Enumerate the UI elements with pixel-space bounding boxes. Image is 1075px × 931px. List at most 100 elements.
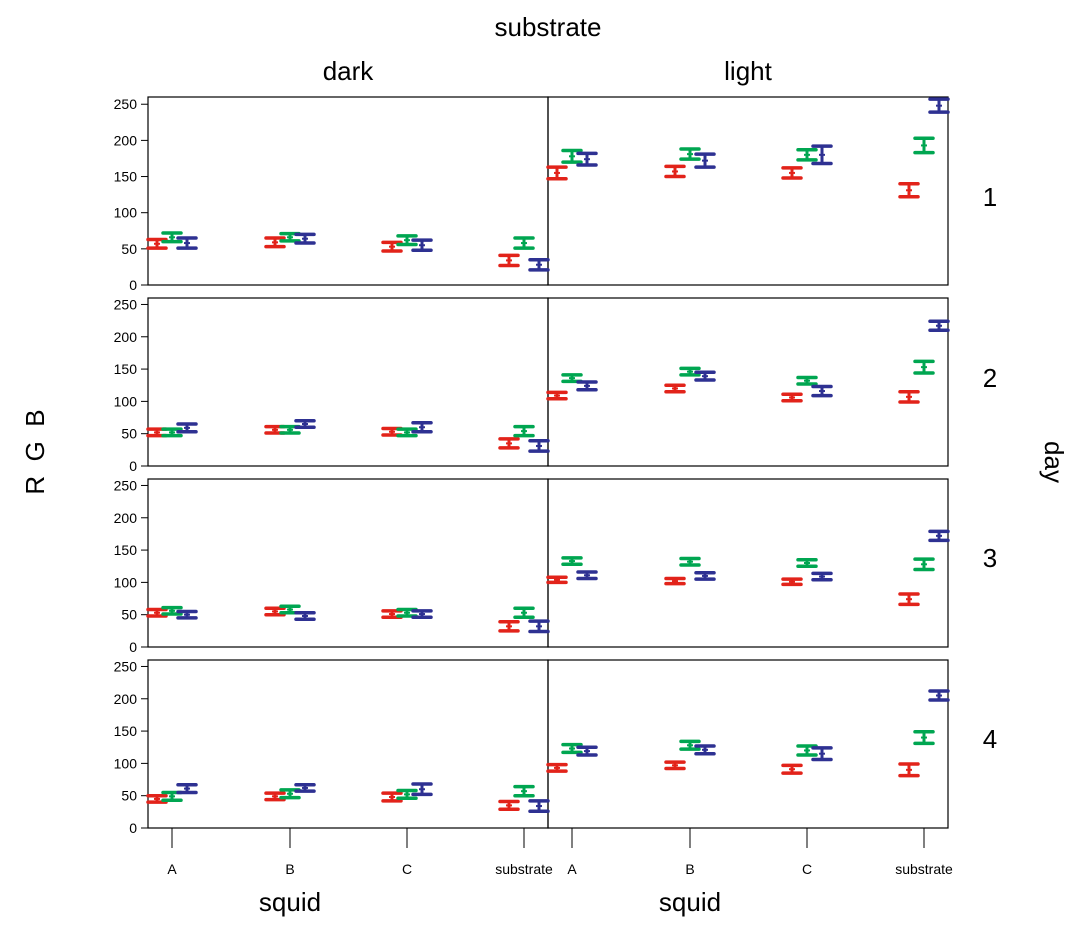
error-bar-B-C-day2-dark <box>411 420 433 434</box>
error-bar-R-substrate-day4-light <box>898 762 920 778</box>
error-bar-G-A-day4-light <box>561 742 583 755</box>
row-label-day-4: 4 <box>983 724 997 754</box>
x-tick-label: substrate <box>895 861 953 877</box>
error-bar-B-A-day2-dark <box>176 422 198 434</box>
y-tick-label: 50 <box>121 788 137 804</box>
error-bar-G-B-day4-light <box>679 739 701 751</box>
error-bar-B-C-day1-dark <box>411 238 433 253</box>
y-tick-label: 250 <box>114 477 138 493</box>
error-bar-R-C-day4-light <box>781 763 803 775</box>
error-bar-R-substrate-day3-dark <box>498 620 520 633</box>
error-bar-G-C-day2-dark <box>396 427 418 438</box>
error-bar-B-B-day3-dark <box>294 611 316 621</box>
error-bar-R-B-day1-light <box>664 164 686 179</box>
y-tick-label: 150 <box>114 723 138 739</box>
error-bar-G-substrate-day3-light <box>913 557 935 572</box>
row-label-day-3: 3 <box>983 543 997 573</box>
panel-frame-day3-light <box>547 478 949 648</box>
error-bar-B-C-day4-light <box>811 746 833 762</box>
error-bar-G-C-day4-light <box>796 744 818 757</box>
y-tick-label: 0 <box>129 458 137 474</box>
error-bar-B-C-day3-light <box>811 571 833 582</box>
row-strip-title: day <box>1039 441 1069 483</box>
plot-area: 0 50 100 150 200 250 0 50 100 150 200 250 0 50 100 150 2… <box>114 96 953 877</box>
error-bar-R-substrate-day1-light <box>898 182 920 199</box>
error-bar-R-A-day2-light <box>546 390 568 401</box>
error-bar-B-substrate-day3-light <box>928 529 950 543</box>
panel-frame-day4-light <box>547 659 949 829</box>
error-bar-G-C-day1-dark <box>396 234 418 247</box>
error-bar-B-C-day1-light <box>811 144 833 166</box>
x-tick-label: substrate <box>495 861 553 877</box>
error-bar-G-substrate-day3-dark <box>513 606 535 620</box>
x-axis-title-light: squid <box>659 887 721 917</box>
x-tick-label: B <box>285 861 294 877</box>
error-bar-B-A-day2-light <box>576 380 598 392</box>
y-tick-label: 250 <box>114 296 138 312</box>
y-tick-label: 200 <box>114 691 138 707</box>
error-bar-R-A-day4-dark <box>146 793 168 804</box>
error-bar-B-substrate-day2-dark <box>528 439 550 453</box>
panel-frame-day2-dark <box>147 297 549 467</box>
error-bar-G-C-day3-light <box>796 558 818 568</box>
error-bar-B-B-day4-dark <box>294 782 316 793</box>
error-bar-R-substrate-day3-light <box>898 592 920 607</box>
y-tick-label: 150 <box>114 169 138 185</box>
error-bar-G-A-day1-dark <box>161 231 183 244</box>
error-bar-R-substrate-day2-dark <box>498 437 520 450</box>
y-tick-label: 250 <box>114 658 138 674</box>
error-bar-R-B-day4-light <box>664 760 686 771</box>
y-tick-label: 100 <box>114 755 138 771</box>
y-tick-label: 50 <box>121 426 137 442</box>
column-label-dark: dark <box>323 56 375 86</box>
error-bar-R-C-day1-dark <box>381 240 403 253</box>
error-bar-R-B-day3-dark <box>264 606 286 617</box>
panel-frame-day1-dark <box>147 96 549 286</box>
error-bar-R-A-day3-light <box>546 575 568 585</box>
error-bar-R-A-day1-dark <box>146 237 168 250</box>
error-bar-R-B-day4-dark <box>264 791 286 802</box>
error-bar-G-substrate-day4-dark <box>513 784 535 798</box>
y-tick-label: 100 <box>114 393 138 409</box>
y-tick-label: 100 <box>114 205 138 221</box>
error-bar-B-substrate-day4-light <box>928 689 950 702</box>
error-bar-R-B-day2-light <box>664 383 686 394</box>
x-tick-label: C <box>802 861 812 877</box>
error-bar-B-B-day3-light <box>694 570 716 581</box>
error-bar-G-C-day4-dark <box>396 788 418 801</box>
y-tick-label: 250 <box>114 96 138 112</box>
error-bar-R-substrate-day4-dark <box>498 799 520 812</box>
error-bar-G-B-day3-light <box>679 556 701 567</box>
y-tick-label: 0 <box>129 639 137 655</box>
error-bar-G-B-day1-light <box>679 147 701 161</box>
panel-frame-day2-light <box>547 297 949 467</box>
y-tick-label: 50 <box>121 607 137 623</box>
error-bar-B-C-day2-light <box>811 384 833 398</box>
panel-frame-day1-light <box>547 96 949 286</box>
y-tick-label: 100 <box>114 574 138 590</box>
error-bar-G-A-day1-light <box>561 148 583 164</box>
panel-frame-day3-dark <box>147 478 549 648</box>
error-bar-R-C-day1-light <box>781 166 803 180</box>
column-label-light: light <box>724 56 772 86</box>
y-tick-label: 200 <box>114 329 138 345</box>
x-tick-label: B <box>685 861 694 877</box>
error-bar-B-substrate-day3-dark <box>528 619 550 634</box>
error-bar-G-C-day1-light <box>796 148 818 162</box>
error-bar-R-substrate-day1-dark <box>498 253 520 268</box>
error-bar-G-A-day3-light <box>561 556 583 567</box>
y-tick-label: 150 <box>114 542 138 558</box>
error-bar-R-B-day1-dark <box>264 236 286 249</box>
row-label-day-1: 1 <box>983 182 997 212</box>
x-axis-title-dark: squid <box>259 887 321 917</box>
error-bar-R-A-day1-light <box>546 165 568 181</box>
error-bar-G-A-day3-dark <box>161 605 183 616</box>
error-bar-B-substrate-day1-light <box>928 97 950 114</box>
row-label-day-2: 2 <box>983 363 997 393</box>
error-bar-R-A-day4-light <box>546 762 568 773</box>
error-bar-G-B-day2-light <box>679 366 701 377</box>
error-bar-B-C-day4-dark <box>411 782 433 797</box>
error-bar-B-A-day4-dark <box>176 782 198 795</box>
x-tick-label: A <box>167 861 177 877</box>
